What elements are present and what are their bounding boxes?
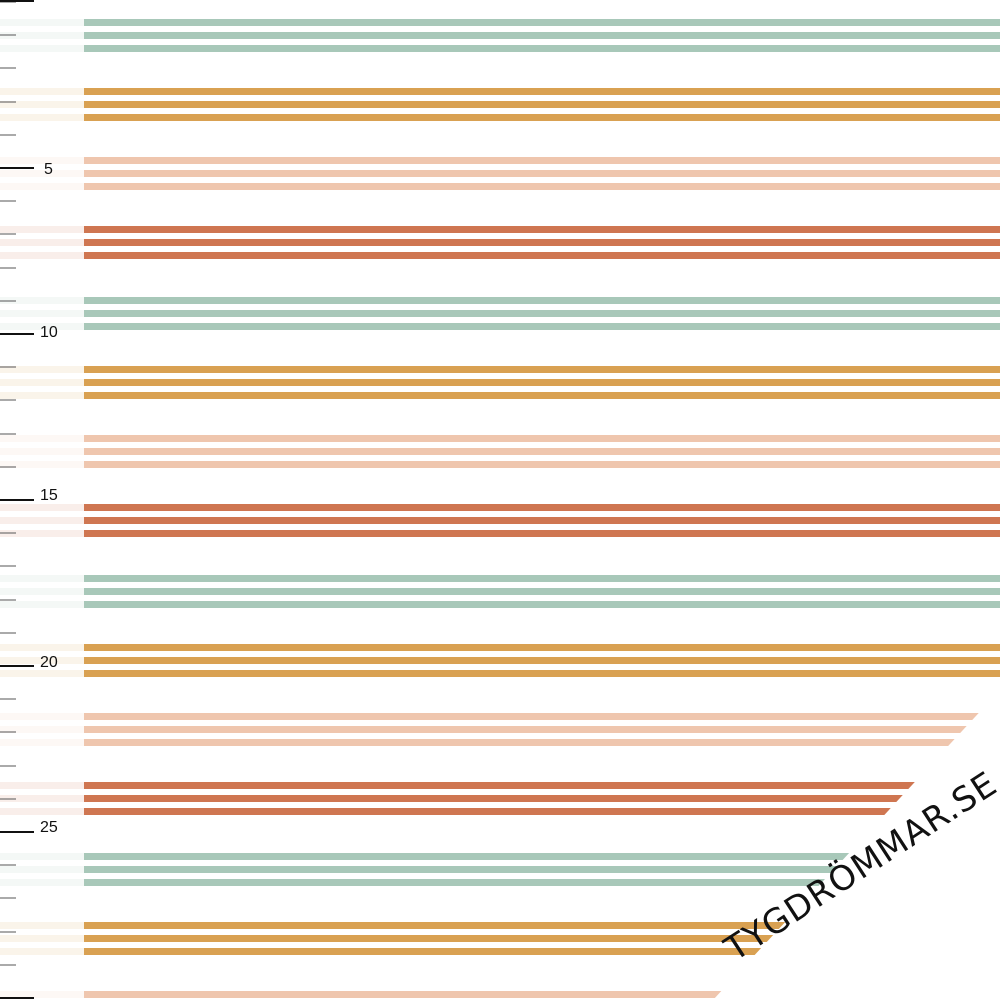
faint-stripe	[0, 808, 84, 815]
stripe-rust	[84, 226, 1000, 233]
faint-stripe	[0, 239, 84, 246]
stripe-peach	[84, 461, 1000, 468]
stripe-ochre	[84, 366, 1000, 373]
stripe-sage	[84, 866, 1000, 873]
faint-stripe	[0, 575, 84, 582]
stripe-ochre	[84, 657, 1000, 664]
faint-stripe	[0, 504, 84, 511]
ruler-label-25: 25	[40, 819, 58, 836]
stripe-sage	[84, 19, 1000, 26]
faint-stripe	[0, 713, 84, 720]
ruler-label-10: 10	[40, 324, 58, 341]
stripe-sage	[84, 853, 1000, 860]
stripe-groups	[84, 19, 1000, 998]
faint-stripe	[0, 795, 84, 802]
stripe-ochre	[84, 922, 1000, 929]
stripe-sage	[84, 879, 1000, 886]
faint-stripe	[0, 392, 84, 399]
stripe-sage	[84, 588, 1000, 595]
stripe-sage	[84, 310, 1000, 317]
faint-stripe	[0, 517, 84, 524]
stripe-peach	[84, 448, 1000, 455]
stripe-ochre	[84, 644, 1000, 651]
ruler-ticks	[0, 0, 34, 999]
faint-stripe	[0, 183, 84, 190]
faint-stripe	[0, 45, 84, 52]
ruler-label-15: 15	[40, 487, 58, 504]
faint-stripe	[0, 670, 84, 677]
stripe-ochre	[84, 88, 1000, 95]
stripe-rust	[84, 782, 1000, 789]
ruler-label-5: 5	[44, 161, 53, 178]
stripe-peach	[84, 739, 1000, 746]
faint-stripe	[0, 323, 84, 330]
faint-stripe	[0, 644, 84, 651]
stripe-rust	[84, 530, 1000, 537]
faint-stripe	[0, 588, 84, 595]
faint-stripe	[0, 726, 84, 733]
stripe-rust	[84, 239, 1000, 246]
faint-stripe	[0, 379, 84, 386]
stripe-rust	[84, 808, 1000, 815]
stripe-rust	[84, 517, 1000, 524]
faint-stripe	[0, 601, 84, 608]
stripe-ochre	[84, 670, 1000, 677]
faint-stripe	[0, 991, 84, 998]
stripe-sage	[84, 45, 1000, 52]
stripe-ochre	[84, 379, 1000, 386]
faint-stripe	[0, 853, 84, 860]
stripe-ochre	[84, 392, 1000, 399]
stripe-rust	[84, 504, 1000, 511]
faint-stripe	[0, 530, 84, 537]
faint-stripe	[0, 948, 84, 955]
faint-stripe	[0, 157, 84, 164]
faint-stripe	[0, 922, 84, 929]
stripe-peach	[84, 726, 1000, 733]
faint-stripe	[0, 435, 84, 442]
faint-stripe	[0, 461, 84, 468]
stripe-sage	[84, 575, 1000, 582]
stripe-peach	[84, 991, 1000, 998]
faint-stripe	[0, 657, 84, 664]
faint-stripe	[0, 866, 84, 873]
faint-stripe	[0, 366, 84, 373]
stripe-sage	[84, 601, 1000, 608]
stripe-peach	[84, 435, 1000, 442]
faint-stripe	[0, 32, 84, 39]
stripe-peach	[84, 183, 1000, 190]
stripe-sage	[84, 323, 1000, 330]
faint-stripe	[0, 101, 84, 108]
faint-stripe-left-margin	[0, 19, 84, 998]
stripe-sage	[84, 297, 1000, 304]
faint-stripe	[0, 448, 84, 455]
stripe-peach	[84, 157, 1000, 164]
faint-stripe	[0, 935, 84, 942]
faint-stripe	[0, 170, 84, 177]
stripe-rust	[84, 795, 1000, 802]
faint-stripe	[0, 782, 84, 789]
ruler-label-20: 20	[40, 654, 58, 671]
stripe-peach	[84, 713, 1000, 720]
faint-stripe	[0, 114, 84, 121]
faint-stripe	[0, 310, 84, 317]
faint-stripe	[0, 88, 84, 95]
faint-stripe	[0, 252, 84, 259]
stripe-ochre	[84, 101, 1000, 108]
faint-stripe	[0, 226, 84, 233]
faint-stripe	[0, 297, 84, 304]
faint-stripe	[0, 879, 84, 886]
stripe-rust	[84, 252, 1000, 259]
faint-stripe	[0, 739, 84, 746]
stripe-ochre	[84, 114, 1000, 121]
faint-stripe	[0, 19, 84, 26]
stripe-peach	[84, 170, 1000, 177]
stripe-sage	[84, 32, 1000, 39]
stripe-ochre	[84, 948, 1000, 955]
stripe-ochre	[84, 935, 1000, 942]
